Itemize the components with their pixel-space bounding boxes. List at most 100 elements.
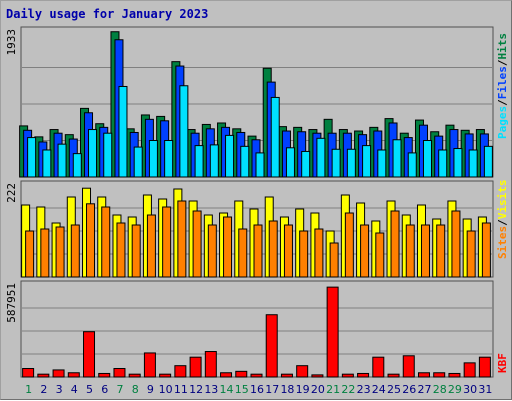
legend-pages-files-hits-part: Pages	[496, 106, 509, 139]
bar-pages-day-23	[362, 145, 372, 178]
bar-sites-day-24	[375, 232, 385, 278]
bar-pages-day-1	[27, 137, 37, 178]
bar-pages-day-9	[148, 140, 158, 178]
legend-sites-visits: Sites/Visits	[496, 180, 509, 260]
day-label-24: 24	[372, 383, 386, 396]
bar-kb-f-day-19	[296, 365, 309, 378]
bar-pages-day-11	[179, 85, 189, 178]
panel-kbytes: 587951	[5, 280, 494, 378]
panel-visits-sites: 222	[5, 180, 494, 278]
bar-pages-day-22	[346, 148, 356, 178]
day-label-23: 23	[357, 383, 371, 396]
legend-pages-files-hits: Pages/Files/Hits	[496, 33, 509, 139]
day-label-8: 8	[132, 383, 139, 396]
legend-sites-visits-part: Sites	[496, 226, 509, 259]
bar-pages-day-24	[377, 149, 387, 178]
bar-pages-day-20	[316, 137, 326, 178]
bar-pages-day-2	[42, 149, 52, 178]
bar-kb-f-day-21	[326, 286, 339, 378]
day-label-22: 22	[341, 383, 355, 396]
legend-kb-f-part: F	[496, 353, 509, 360]
bar-sites-day-1	[25, 230, 35, 278]
bar-sites-day-13	[207, 224, 217, 278]
bar-pages-day-27	[422, 140, 432, 178]
bar-sites-day-22	[344, 212, 354, 278]
bar-pages-day-13	[209, 144, 219, 178]
day-label-31: 31	[478, 383, 492, 396]
bar-kb-f-day-3	[52, 369, 65, 378]
day-label-13: 13	[204, 383, 218, 396]
day-label-27: 27	[417, 383, 431, 396]
bar-sites-day-9	[146, 214, 156, 278]
bar-kb-f-day-13	[204, 351, 217, 378]
bar-pages-day-3	[57, 143, 67, 178]
bar-pages-day-16	[255, 152, 265, 178]
bar-sites-day-2	[40, 228, 50, 278]
bar-kb-f-day-2	[37, 373, 50, 378]
bar-sites-day-26	[405, 224, 415, 278]
bar-kb-f-day-26	[402, 355, 415, 378]
bar-pages-day-18	[285, 147, 295, 178]
bar-pages-day-26	[407, 152, 417, 178]
day-label-29: 29	[448, 383, 462, 396]
bar-pages-day-31	[483, 145, 493, 178]
bar-sites-day-21	[329, 242, 339, 278]
legend-sites-visits-part: /	[496, 219, 509, 226]
bar-kb-f-day-9	[143, 352, 156, 378]
bar-kb-f-day-15	[235, 370, 248, 378]
bar-kb-f-day-30	[463, 362, 476, 378]
legend-pages-files-hits-part: Hits	[496, 33, 509, 60]
bar-pages-day-7	[118, 85, 128, 178]
day-label-16: 16	[250, 383, 264, 396]
axis-max-label: 1933	[5, 29, 18, 56]
bar-pages-day-30	[468, 149, 478, 178]
legend-pages-files-hits-part: Files	[496, 66, 509, 99]
day-label-5: 5	[86, 383, 93, 396]
bar-sites-day-4	[70, 224, 80, 278]
bar-sites-day-12	[192, 210, 202, 278]
day-label-1: 1	[25, 383, 32, 396]
chart-title: Daily usage for January 2023	[6, 7, 209, 21]
legend-sites-visits-part: Visits	[496, 180, 509, 220]
bar-pages-day-12	[194, 145, 204, 178]
bar-sites-day-19	[299, 230, 309, 278]
bar-sites-day-11	[177, 200, 187, 278]
day-label-28: 28	[433, 383, 447, 396]
bar-sites-day-3	[55, 226, 65, 278]
day-label-6: 6	[101, 383, 108, 396]
bar-kb-f-day-22	[341, 373, 354, 378]
legend-pages-files-hits-part: /	[496, 59, 509, 66]
bar-kb-f-day-7	[113, 368, 126, 378]
bar-kb-f-day-4	[67, 372, 80, 378]
bar-pages-day-17	[270, 96, 280, 178]
day-label-25: 25	[387, 383, 401, 396]
day-label-26: 26	[402, 383, 416, 396]
day-label-11: 11	[174, 383, 188, 396]
bar-sites-day-16	[253, 224, 263, 278]
day-label-17: 17	[265, 383, 279, 396]
bar-kb-f-day-16	[250, 373, 263, 378]
bar-kb-f-day-24	[372, 356, 385, 378]
bar-kb-f-day-31	[478, 356, 491, 378]
day-label-30: 30	[463, 383, 477, 396]
bar-pages-day-21	[331, 148, 341, 178]
bar-pages-day-28	[438, 149, 448, 178]
bar-sites-day-14	[223, 216, 233, 278]
axis-max-label: 587951	[5, 283, 18, 323]
day-label-19: 19	[296, 383, 310, 396]
day-label-4: 4	[71, 383, 78, 396]
bar-kb-f-day-14	[220, 372, 233, 378]
bar-kb-f-day-1	[22, 368, 35, 378]
bar-sites-day-18	[283, 224, 293, 278]
bar-pages-day-25	[392, 139, 402, 178]
day-label-2: 2	[40, 383, 47, 396]
day-label-21: 21	[326, 383, 340, 396]
bar-pages-day-29	[453, 148, 463, 178]
bar-sites-day-5	[86, 203, 96, 278]
bar-sites-day-6	[101, 206, 111, 278]
day-label-3: 3	[56, 383, 63, 396]
legend-pages-files-hits-part: /	[496, 99, 509, 106]
bar-pages-day-6	[103, 132, 113, 178]
bar-kb-f-day-29	[448, 372, 461, 378]
